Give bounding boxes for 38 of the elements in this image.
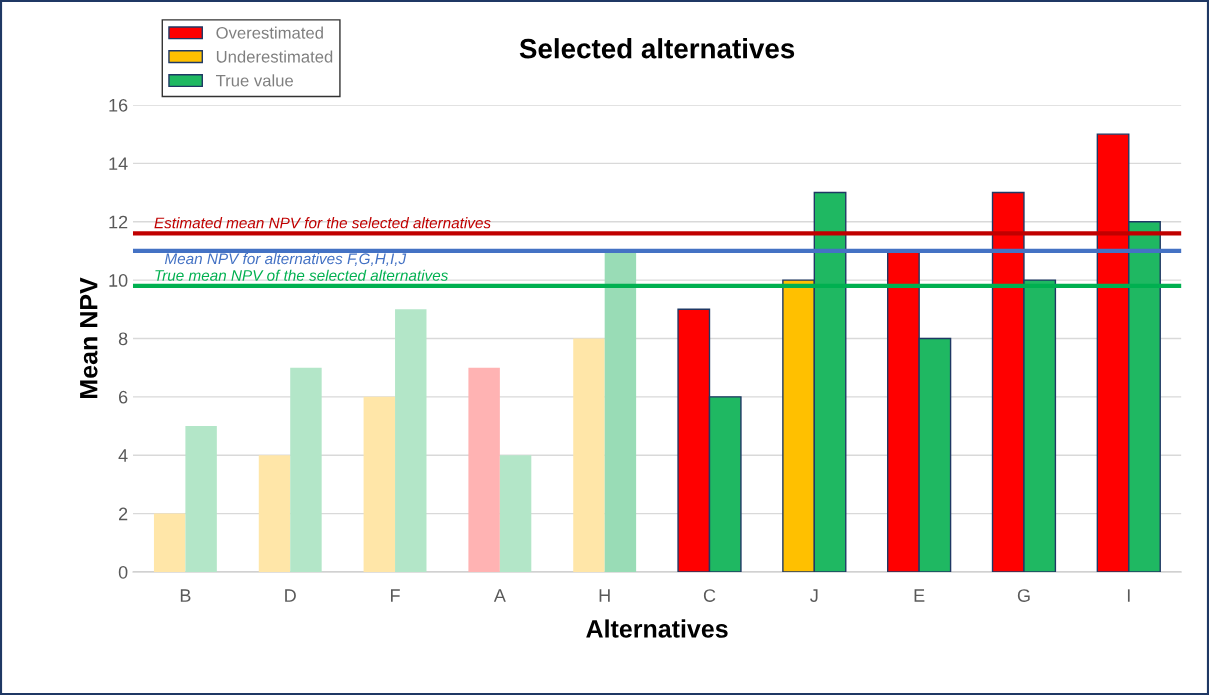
bar (468, 367, 500, 572)
bar (395, 309, 427, 572)
bar (290, 367, 322, 572)
ref-line-label: True mean NPV of the selected alternatives (155, 269, 449, 281)
bar (604, 250, 637, 572)
x-axis-title: Alternatives (586, 619, 728, 638)
ref-line-label: Mean NPV for alternatives F,G,H,I,J (164, 252, 407, 266)
x-tick-label: G (1017, 589, 1030, 602)
bar (363, 396, 396, 572)
y-tick-label: 6 (119, 390, 128, 404)
legend-label: Overestimated (216, 26, 323, 39)
x-tick-label: I (1127, 589, 1130, 602)
x-tick-label: E (914, 589, 925, 602)
bar (499, 455, 532, 572)
x-tick-label: F (391, 589, 400, 602)
x-tick-label: D (285, 589, 296, 602)
x-tick-label: C (703, 589, 716, 602)
bar (185, 426, 217, 572)
legend-label: Underestimated (216, 50, 333, 63)
chart-title: Selected alternatives (519, 38, 795, 59)
x-tick-label: A (493, 589, 506, 602)
ref-line-label: Estimated mean NPV for the selected alternatives (154, 217, 491, 229)
bar (573, 338, 605, 572)
y-tick-label: 4 (118, 449, 128, 462)
x-tick-label: J (810, 589, 818, 602)
y-tick-label: 0 (118, 565, 128, 579)
y-tick-label: 8 (118, 332, 128, 346)
y-axis-title: Mean NPV (80, 277, 98, 398)
x-tick-label: H (599, 589, 610, 602)
y-tick-label: 14 (109, 157, 128, 170)
y-tick-label: 2 (119, 507, 128, 521)
y-tick-label: 10 (109, 274, 128, 287)
bar (153, 513, 186, 572)
y-tick-label: 12 (109, 215, 128, 229)
legend-label: True value (216, 74, 293, 87)
bar (258, 455, 291, 572)
y-tick-label: 16 (109, 98, 128, 112)
x-tick-label: B (180, 589, 191, 602)
